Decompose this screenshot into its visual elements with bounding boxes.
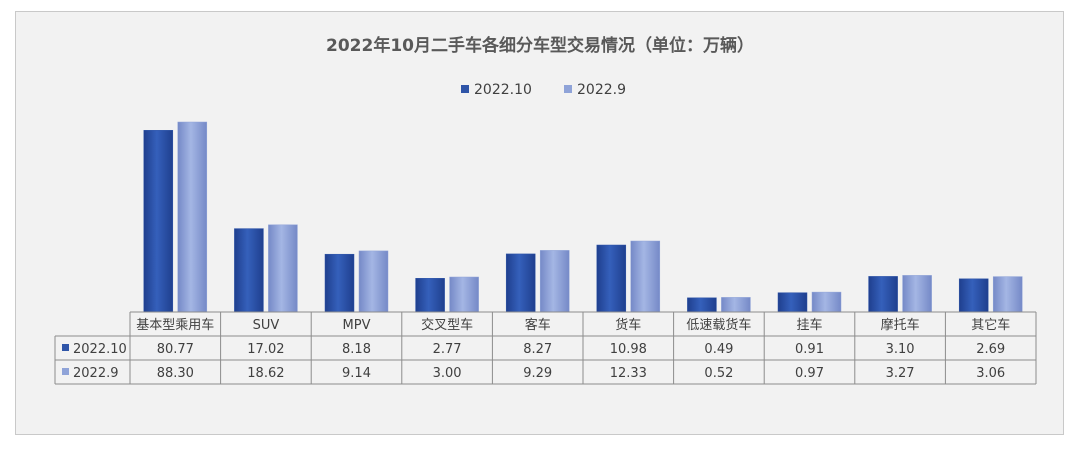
bar-sep-9 [992, 276, 1023, 313]
bar-oct-4 [505, 253, 536, 313]
bar-sep-7 [811, 291, 842, 313]
table-cell-value: 9.29 [523, 366, 552, 381]
table-cell-value: 0.97 [795, 366, 824, 381]
table-cell-value: 88.30 [157, 366, 194, 381]
table-row-legend-key [62, 344, 69, 351]
legend: 2022.10 2022.9 [461, 82, 626, 98]
bar-oct-5 [596, 244, 627, 313]
data-table: 基本型乘用车 SUV MPV 交叉型车 客车 货车 低速载货车 挂车 摩托车 其它车 2022.10… [54, 311, 1037, 385]
table-row-label: 2022.9 [73, 366, 119, 381]
legend-swatch-series-1 [564, 85, 572, 93]
bar-oct-1 [234, 228, 264, 313]
table-cell-value: 0.91 [795, 342, 824, 357]
table-header-category: SUV [253, 318, 280, 333]
bar-oct-6 [687, 297, 717, 313]
bar-sep-8 [902, 275, 932, 313]
table-cell-value: 3.27 [886, 366, 915, 381]
table-cell-value: 10.98 [610, 342, 647, 357]
table-cell-value: 17.02 [247, 342, 284, 357]
table-header-category: 低速载货车 [686, 317, 751, 333]
table-header-category: MPV [343, 318, 371, 333]
table-cell-value: 12.33 [610, 366, 647, 381]
table-cell-value: 3.00 [433, 366, 462, 381]
bar-oct-9 [958, 278, 989, 313]
table-cell-value: 2.69 [976, 342, 1005, 357]
bar-oct-3 [415, 278, 445, 313]
legend-label-series-0: 2022.10 [474, 82, 532, 98]
table-cell-value: 18.62 [247, 366, 284, 381]
table-cell-value: 0.49 [704, 342, 733, 357]
table-header-category: 客车 [525, 317, 551, 333]
legend-label-series-1: 2022.9 [577, 82, 626, 98]
table-header-category: 摩托车 [881, 317, 920, 333]
table-header-category: 其它车 [971, 317, 1010, 333]
bar-sep-0 [177, 121, 208, 313]
bar-oct-0 [143, 130, 174, 313]
table-cell-value: 2.77 [433, 342, 462, 357]
table-cell-value: 9.14 [342, 366, 371, 381]
table-header-category: 货车 [615, 317, 641, 333]
bar-oct-7 [777, 292, 808, 313]
chart-title: 2022年10月二手车各细分车型交易情况（单位：万辆） [326, 35, 754, 56]
bar-sep-6 [721, 297, 751, 313]
table-cell-value: 80.77 [157, 342, 194, 357]
table-row-legend-key [62, 368, 69, 375]
bar-group [143, 121, 1023, 313]
table-header-category: 挂车 [796, 317, 822, 333]
bar-oct-8 [868, 276, 898, 313]
bar-sep-5 [630, 240, 661, 313]
table-header-category: 基本型乘用车 [136, 317, 214, 333]
legend-swatch-series-0 [461, 85, 469, 93]
table-cell-value: 8.27 [523, 342, 552, 357]
bar-sep-2 [358, 250, 389, 313]
table-cell-value: 0.52 [704, 366, 733, 381]
table-row-label: 2022.10 [73, 342, 127, 357]
table-header-category: 交叉型车 [421, 317, 473, 333]
bar-sep-4 [539, 250, 570, 313]
table-cell-value: 3.10 [886, 342, 915, 357]
bar-sep-1 [268, 224, 298, 313]
bar-oct-2 [324, 253, 355, 313]
table-cell-value: 3.06 [976, 366, 1005, 381]
bar-sep-3 [449, 276, 479, 313]
table-cell-value: 8.18 [342, 342, 371, 357]
